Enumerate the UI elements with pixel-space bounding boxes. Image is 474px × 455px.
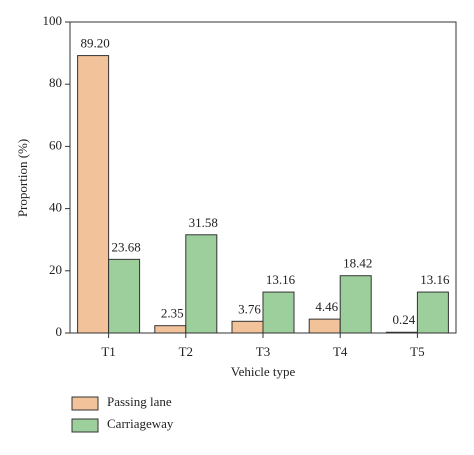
value-label: 2.35 (161, 306, 184, 321)
value-label: 4.46 (315, 299, 338, 314)
value-label: 13.16 (420, 272, 450, 287)
bar (339, 275, 372, 334)
x-tick-label: T5 (410, 344, 424, 359)
value-label: 31.58 (189, 215, 218, 230)
bar (231, 320, 264, 334)
bar (108, 258, 141, 334)
x-tick-label: T2 (179, 344, 193, 359)
bar (262, 291, 295, 334)
bar (308, 318, 341, 334)
legend-label: Carriageway (107, 416, 174, 431)
legend-label: Passing lane (107, 394, 172, 409)
value-label: 0.24 (393, 312, 416, 327)
bar (416, 291, 449, 334)
bar (385, 331, 418, 334)
legend-swatch (71, 396, 99, 411)
value-label: 23.68 (111, 239, 140, 254)
y-tick-label: 20 (49, 262, 62, 277)
bar (154, 325, 187, 334)
value-label: 89.20 (80, 36, 109, 51)
value-label: 13.16 (266, 272, 296, 287)
y-axis-title: Proportion (%) (15, 139, 30, 217)
value-label: 18.42 (343, 256, 372, 271)
legend-swatch (71, 418, 99, 433)
y-tick-label: 40 (49, 200, 62, 215)
x-axis-title: Vehicle type (231, 364, 296, 379)
bar (77, 55, 110, 334)
x-tick-label: T4 (333, 344, 348, 359)
x-tick-label: T3 (256, 344, 270, 359)
value-label: 3.76 (238, 301, 261, 316)
y-tick-label: 100 (43, 13, 63, 28)
bar (185, 234, 218, 334)
y-tick-label: 80 (49, 75, 62, 90)
y-tick-label: 0 (56, 324, 63, 339)
y-tick-label: 60 (49, 137, 62, 152)
x-tick-label: T1 (101, 344, 115, 359)
